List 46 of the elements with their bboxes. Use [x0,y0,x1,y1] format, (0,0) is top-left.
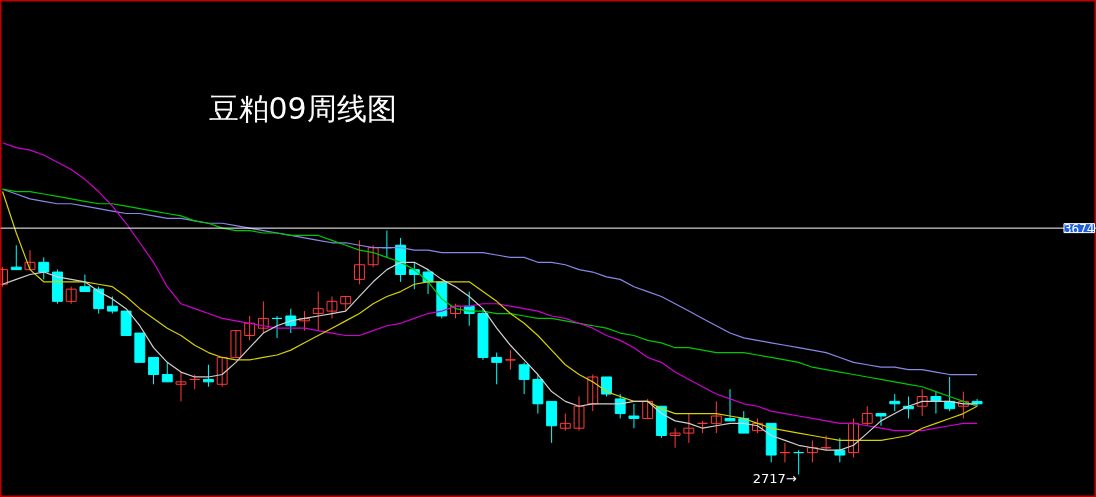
candlestick [10,244,22,271]
candlestick [930,391,942,415]
candlestick [861,405,873,427]
candlestick [779,442,791,463]
candlestick [271,315,283,339]
candlestick [601,376,612,397]
candlestick [161,361,173,383]
candlestick [79,274,91,293]
candlestick [491,352,503,385]
candlestick [793,449,805,476]
candlestick [875,413,887,427]
candlestick [710,400,722,434]
candlestick [573,395,585,432]
candlestick [628,403,640,429]
candlestick [257,300,269,334]
candlestick [683,413,695,444]
candlestick [148,356,159,385]
candlestick [230,330,242,358]
candlestick [848,417,859,458]
candlestick [175,371,187,402]
chart-title: 豆粕09周线图 [208,91,397,126]
candlestick [216,356,228,388]
candlestick [353,239,365,285]
candlestick [724,388,736,422]
candlestick [834,437,846,463]
candlestick [916,388,928,417]
candlestick [614,393,626,419]
candlestick [203,364,214,388]
candlestick [820,435,832,451]
candlestick [312,291,324,332]
candlestick [93,286,105,315]
candlestick [24,249,36,271]
candlestick [669,427,681,449]
candlestick [326,295,338,319]
candlestick [244,315,256,341]
candlestick [518,361,530,395]
candlestick [642,398,654,419]
text: 3674 [1063,221,1095,236]
candlestick [806,439,818,463]
candlestick [957,391,969,419]
candlestick [504,349,516,371]
candlestick [38,256,50,280]
candlestick [299,310,310,332]
candlestick [587,374,599,412]
candlestick [367,244,379,268]
annotation: 2717→ [752,471,797,487]
